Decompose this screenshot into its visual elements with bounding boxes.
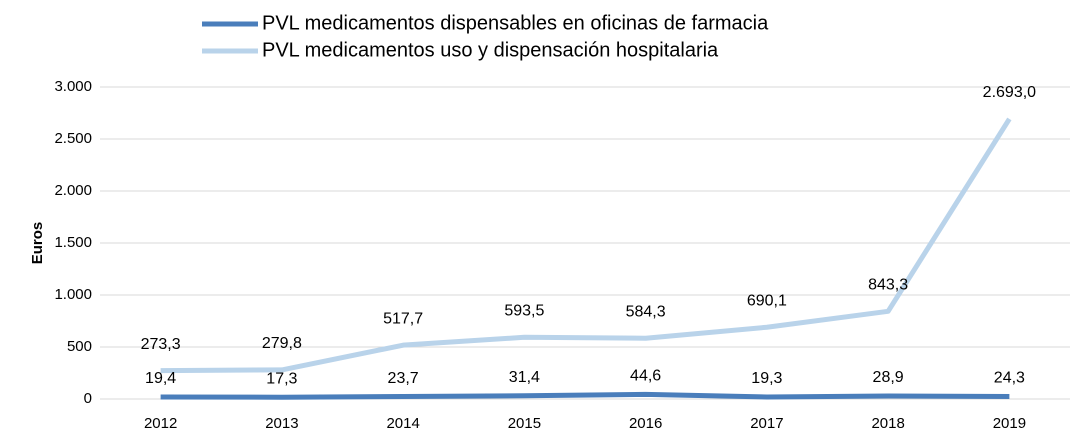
data-label: 19,4 <box>145 370 176 387</box>
data-label: 24,3 <box>994 370 1025 387</box>
y-tick-label: 1.000 <box>54 286 92 303</box>
legend-label: PVL medicamentos dispensables en oficina… <box>262 12 769 34</box>
series-line <box>160 117 1012 374</box>
x-tick-label: 2014 <box>386 415 419 432</box>
y-tick-label: 2.000 <box>54 182 92 199</box>
data-label: 517,7 <box>383 310 423 327</box>
data-label: 19,3 <box>751 370 782 387</box>
data-label: 593,5 <box>504 302 544 319</box>
y-axis-title: Euros <box>29 222 46 265</box>
data-label: 17,3 <box>266 370 297 387</box>
series-line <box>160 391 1010 400</box>
x-tick-label: 2012 <box>144 415 177 432</box>
x-tick-label: 2018 <box>871 415 904 432</box>
data-label: 28,9 <box>873 369 904 386</box>
y-tick-label: 500 <box>67 338 92 355</box>
x-tick-label: 2015 <box>508 415 541 432</box>
data-label: 2.693,0 <box>983 84 1036 101</box>
x-tick-label: 2017 <box>750 415 783 432</box>
data-label: 584,3 <box>626 303 666 320</box>
data-label: 44,6 <box>630 368 661 385</box>
data-label: 690,1 <box>747 292 787 309</box>
data-label: 23,7 <box>388 370 419 387</box>
y-tick-label: 3.000 <box>54 78 92 95</box>
data-label: 273,3 <box>141 336 181 353</box>
y-tick-label: 1.500 <box>54 234 92 251</box>
x-tick-label: 2016 <box>629 415 662 432</box>
legend-label: PVL medicamentos uso y dispensación hosp… <box>262 39 719 61</box>
data-label: 279,8 <box>262 335 302 352</box>
x-tick-label: 2019 <box>993 415 1026 432</box>
y-tick-label: 0 <box>84 390 92 407</box>
x-tick-label: 2013 <box>265 415 298 432</box>
data-label: 843,3 <box>868 277 908 294</box>
y-tick-label: 2.500 <box>54 130 92 147</box>
data-label: 31,4 <box>509 369 540 386</box>
